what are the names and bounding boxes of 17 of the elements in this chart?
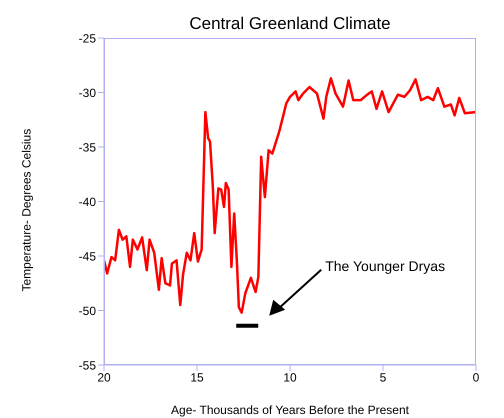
chart-title: Central Greenland Climate [188, 14, 392, 34]
x-tick-label: 15 [190, 370, 204, 385]
y-tick-label: -50 [78, 304, 96, 318]
y-tick-label: -35 [78, 140, 96, 154]
y-tick-label: -25 [78, 31, 96, 46]
x-tick-label: 10 [283, 370, 297, 385]
y-tick-label: -40 [78, 194, 96, 209]
x-tick-label: 5 [380, 370, 387, 385]
x-tick-label: 20 [97, 370, 111, 385]
x-tick-label: 0 [472, 370, 480, 385]
x-axis-title: Age- Thousands of Years Before the Present [171, 403, 410, 417]
y-tick-label: -55 [78, 358, 96, 372]
annotation: The Younger Dryas [325, 258, 446, 274]
y-tick-label: -45 [78, 249, 96, 264]
y-axis-title: Temperature- Degrees Celsius [19, 128, 34, 292]
line-series [104, 77, 476, 314]
y-tick-label: -30 [78, 86, 96, 100]
